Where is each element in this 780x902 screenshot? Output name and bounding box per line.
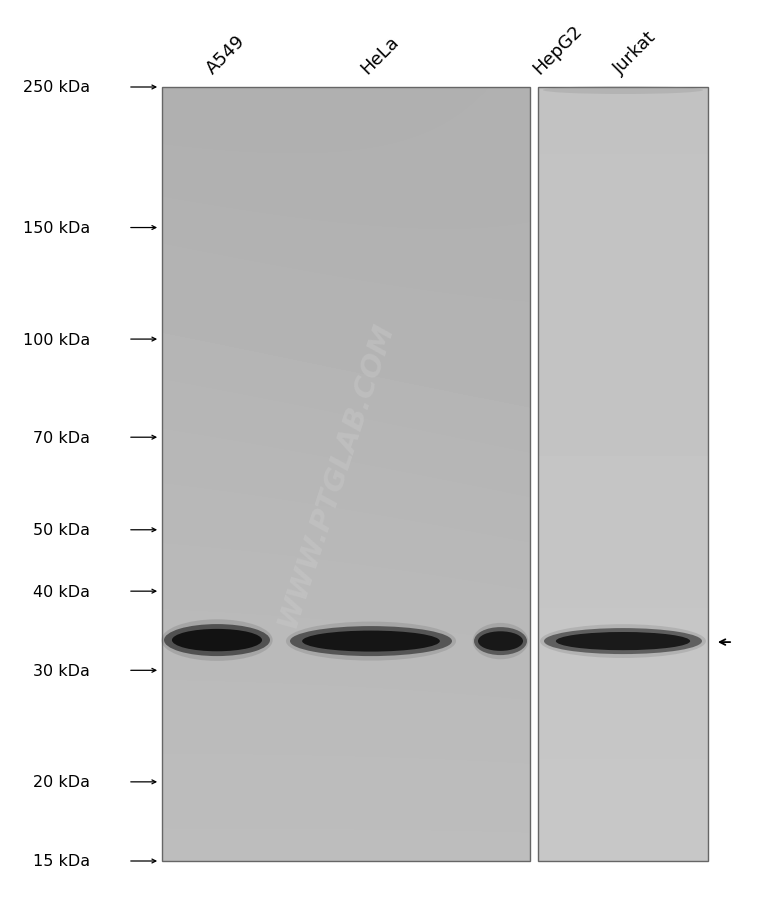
Ellipse shape <box>286 621 456 661</box>
Bar <box>538 87 708 861</box>
Text: WWW.PTGLAB.COM: WWW.PTGLAB.COM <box>273 318 399 630</box>
Text: HeLa: HeLa <box>357 32 402 78</box>
Ellipse shape <box>474 628 527 656</box>
Ellipse shape <box>540 624 706 658</box>
Ellipse shape <box>543 87 703 95</box>
Bar <box>162 87 530 861</box>
Ellipse shape <box>478 631 523 651</box>
Text: A549: A549 <box>204 32 249 78</box>
Text: 150 kDa: 150 kDa <box>23 221 90 235</box>
Ellipse shape <box>161 620 273 661</box>
Text: HepG2: HepG2 <box>530 22 586 78</box>
Text: 70 kDa: 70 kDa <box>33 430 90 446</box>
Ellipse shape <box>556 632 690 650</box>
Text: 15 kDa: 15 kDa <box>33 853 90 869</box>
Text: 250 kDa: 250 kDa <box>23 80 90 96</box>
Ellipse shape <box>473 623 528 659</box>
Text: Jurkat: Jurkat <box>610 28 660 78</box>
Ellipse shape <box>302 630 440 652</box>
Text: 30 kDa: 30 kDa <box>33 663 90 678</box>
Ellipse shape <box>164 624 270 657</box>
Text: 100 kDa: 100 kDa <box>23 332 90 347</box>
Ellipse shape <box>172 630 262 651</box>
Ellipse shape <box>290 626 452 657</box>
Text: 40 kDa: 40 kDa <box>33 584 90 599</box>
Text: 20 kDa: 20 kDa <box>33 775 90 789</box>
Text: 50 kDa: 50 kDa <box>33 522 90 538</box>
Ellipse shape <box>544 629 702 654</box>
